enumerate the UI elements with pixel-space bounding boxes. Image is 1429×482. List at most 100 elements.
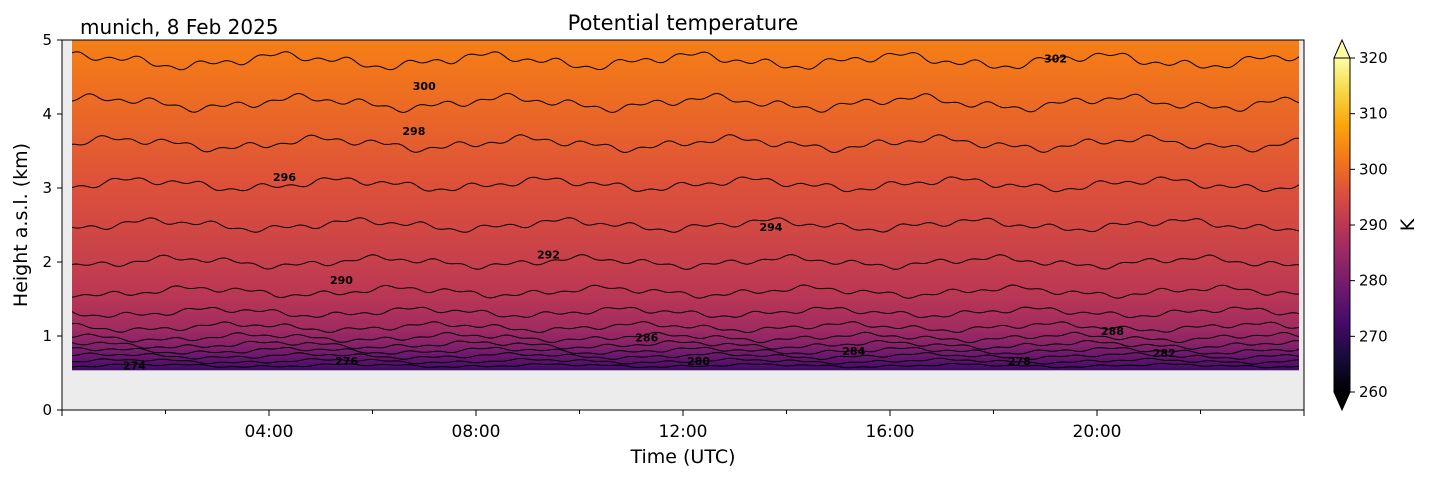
field-band [72, 280, 1299, 283]
field-band [72, 86, 1299, 89]
field-band [72, 108, 1299, 111]
colorbar: 320 310 300 290 280 270 260 K [1333, 38, 1419, 412]
field-band [72, 76, 1299, 79]
contour-line [71, 331, 1300, 344]
field-band [72, 92, 1299, 95]
x-axis-label: Time (UTC) [629, 446, 735, 468]
contour-label: 292 [537, 249, 560, 262]
field-band [72, 346, 1299, 349]
colorbar-tick-label: 290 [1359, 216, 1388, 234]
field-band [72, 204, 1299, 207]
field-band [72, 320, 1299, 323]
field-band [72, 132, 1299, 135]
field-band [72, 52, 1299, 55]
field-band [72, 136, 1299, 139]
field-band [72, 362, 1299, 365]
field-band [72, 202, 1299, 205]
field-band [72, 90, 1299, 93]
field-band [72, 62, 1299, 65]
colorbar-tick-label: 320 [1359, 49, 1388, 67]
field-band [72, 146, 1299, 149]
field-band [72, 258, 1299, 261]
field-band [72, 302, 1299, 305]
field-band [72, 340, 1299, 343]
field-band [72, 262, 1299, 265]
field-band [72, 252, 1299, 255]
field-band [72, 164, 1299, 167]
y-tick-label: 2 [42, 253, 52, 271]
x-tick-label: 20:00 [1073, 422, 1122, 442]
contour-label: 278 [1008, 355, 1031, 368]
field-band [72, 330, 1299, 333]
field-band [72, 100, 1299, 103]
field-band [72, 270, 1299, 273]
contour-label: 288 [1101, 325, 1124, 338]
field-band [72, 214, 1299, 217]
field-band [72, 222, 1299, 225]
field-band [72, 304, 1299, 307]
field-band [72, 104, 1299, 107]
contour-label: 296 [273, 171, 296, 184]
field-band [72, 84, 1299, 87]
contour-line [71, 254, 1299, 270]
field-band [72, 318, 1299, 321]
field-band [72, 242, 1299, 245]
field-band [72, 210, 1299, 213]
field-band [72, 172, 1299, 175]
contour-line [71, 176, 1300, 193]
colorbar-tick-label: 280 [1359, 272, 1388, 290]
field-band [72, 190, 1299, 193]
y-tick-label: 4 [42, 105, 52, 123]
field-band [72, 274, 1299, 277]
field-band [72, 278, 1299, 281]
field-band [72, 156, 1299, 159]
field-band [72, 112, 1299, 115]
field-band [72, 158, 1299, 161]
field-band [72, 56, 1299, 59]
field-band [72, 348, 1299, 351]
field-band [72, 282, 1299, 285]
contour-label-layer: 274 276 278 280 282 284 286 288 290 292 294 296 298 3… [123, 53, 1176, 373]
field-band [72, 228, 1299, 231]
field-band [72, 58, 1299, 61]
field-band [72, 218, 1299, 221]
contour-line [71, 134, 1299, 154]
field-band [72, 80, 1299, 83]
field-band [72, 310, 1299, 313]
field-band [72, 66, 1299, 69]
y-tick-label: 5 [42, 31, 52, 49]
colorbar-extend-top [1333, 38, 1351, 59]
contour-line [71, 321, 1300, 334]
field-band [72, 138, 1299, 141]
colorbar-label: K [1397, 218, 1419, 231]
field-band [72, 152, 1299, 155]
field-band [72, 272, 1299, 275]
contour-label: 286 [635, 331, 658, 344]
field-band [72, 296, 1299, 299]
field-band [72, 98, 1299, 101]
field-band [72, 114, 1299, 117]
field-band [72, 332, 1299, 335]
contour-line [71, 362, 1300, 369]
field-band [72, 220, 1299, 223]
contour-label: 290 [330, 274, 353, 287]
field-band [72, 350, 1299, 353]
field-band [72, 336, 1299, 339]
y-tick-label: 1 [42, 327, 52, 345]
field-band [72, 40, 1299, 43]
field-band [72, 196, 1299, 199]
field-band [72, 46, 1299, 49]
colorbar-tick-label: 270 [1359, 327, 1388, 345]
contour-line [71, 340, 1300, 350]
field-band [72, 68, 1299, 71]
colorbar-extend-bottom [1333, 391, 1351, 412]
field-band [72, 70, 1299, 73]
field-band [72, 306, 1299, 309]
field-band [72, 44, 1299, 47]
field-band [72, 184, 1299, 187]
field-band [72, 290, 1299, 293]
field-band [72, 194, 1299, 197]
x-tick-label: 04:00 [245, 422, 294, 442]
field-band [72, 240, 1299, 243]
field-band [72, 174, 1299, 177]
